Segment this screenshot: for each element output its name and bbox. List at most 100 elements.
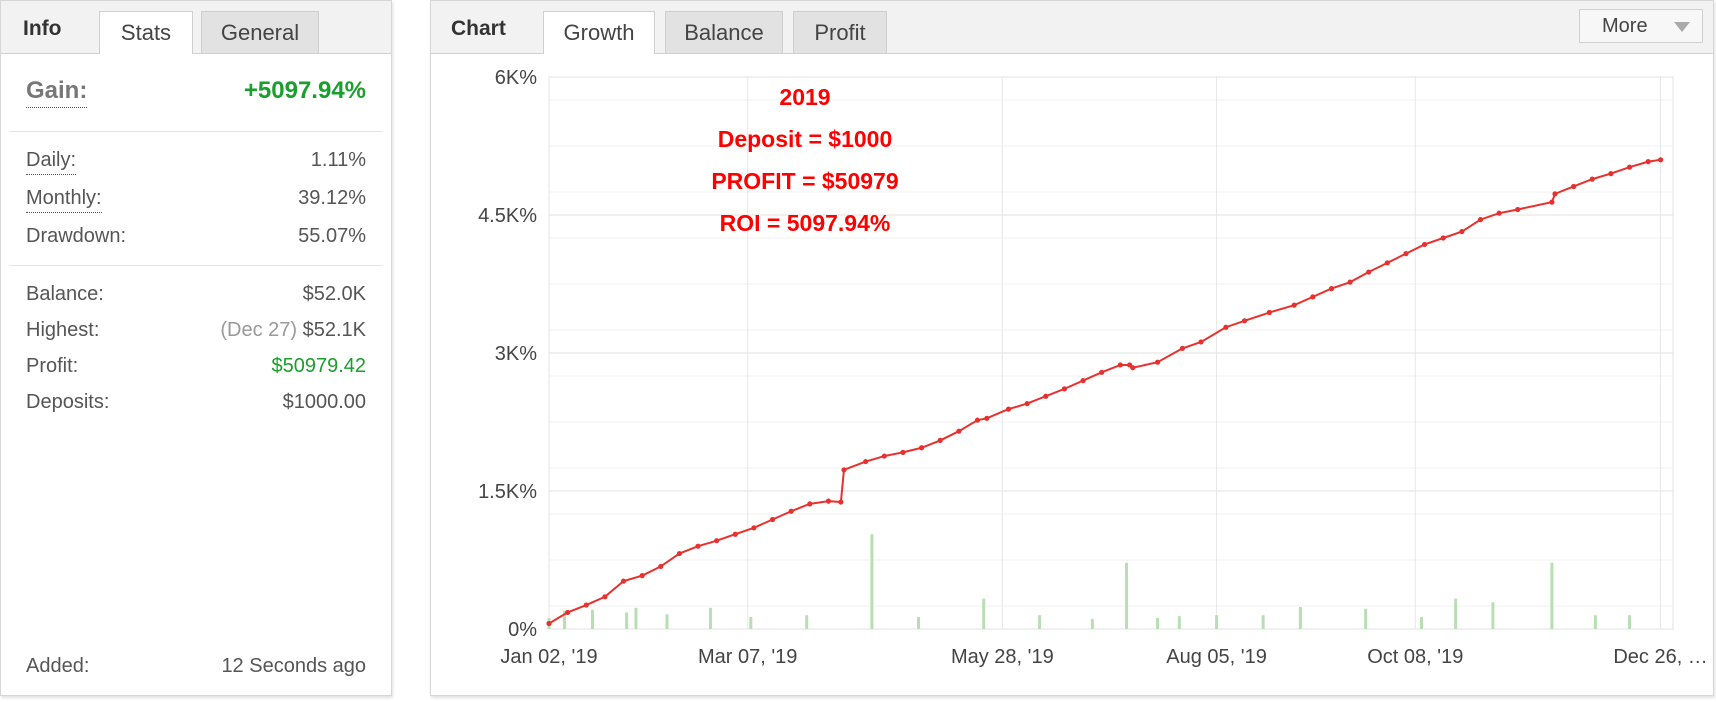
growth-point <box>788 508 794 514</box>
tab-stats[interactable]: Stats <box>99 11 193 54</box>
chart-panel: Chart Growth Balance Profit More 6K% 4.5K… <box>430 0 1714 696</box>
growth-point <box>658 563 664 570</box>
growth-bar <box>805 615 809 629</box>
x-tick-label: Oct 08, '19 <box>1367 646 1463 668</box>
growth-bar <box>1177 616 1181 629</box>
growth-bar <box>1550 562 1554 629</box>
growth-point <box>1198 339 1204 345</box>
y-tick-label: 1.5K% <box>478 481 537 503</box>
added-value: 12 Seconds ago <box>221 655 366 677</box>
growth-point <box>1328 286 1335 292</box>
growth-bar <box>625 612 629 629</box>
growth-bar <box>1298 606 1302 629</box>
growth-point <box>1366 269 1372 275</box>
growth-bar <box>590 609 594 629</box>
balance-value: $52.0K <box>302 283 366 305</box>
growth-point <box>825 498 832 504</box>
growth-point <box>583 602 589 608</box>
growth-point <box>639 573 645 579</box>
monthly-label[interactable]: Monthly: <box>26 187 102 213</box>
growth-point <box>1117 362 1123 368</box>
highest-label: Highest: <box>26 319 100 341</box>
growth-point <box>714 538 720 544</box>
growth-bar <box>634 607 638 629</box>
growth-point <box>1552 191 1558 197</box>
growth-point <box>546 620 552 627</box>
y-tick-label: 6K% <box>495 67 537 89</box>
profit-value: $50979.42 <box>271 355 366 377</box>
growth-point <box>937 437 943 443</box>
growth-point <box>1384 260 1390 266</box>
info-tabbar: Info Stats General <box>1 1 391 54</box>
growth-bar <box>1215 615 1219 629</box>
drawdown-label: Drawdown: <box>26 225 127 247</box>
chart-annotation: Deposit = $1000 <box>718 126 893 152</box>
growth-bar <box>1261 615 1265 629</box>
tab-general[interactable]: General <box>201 11 319 53</box>
growth-point <box>863 458 869 465</box>
growth-point <box>807 501 813 507</box>
growth-bar <box>1156 617 1160 629</box>
growth-bar <box>916 617 920 629</box>
growth-point <box>881 453 887 459</box>
growth-point <box>974 417 981 423</box>
x-tick-label: Jan 02, '19 <box>500 646 597 668</box>
growth-point <box>1440 235 1446 241</box>
tab-profit[interactable]: Profit <box>793 11 887 53</box>
divider <box>9 131 383 132</box>
daily-value: 1.11% <box>310 149 366 171</box>
x-tick-label: Aug 05, '19 <box>1166 646 1267 668</box>
growth-point <box>1291 302 1297 308</box>
growth-point <box>1005 406 1012 412</box>
growth-bar <box>1364 608 1368 629</box>
tab-balance[interactable]: Balance <box>665 11 783 53</box>
chart-annotation: PROFIT = $50979 <box>711 168 898 194</box>
info-panel-title: Info <box>23 17 62 40</box>
tab-growth[interactable]: Growth <box>543 11 655 54</box>
growth-bar <box>1125 562 1129 629</box>
y-tick-label: 0% <box>508 619 537 641</box>
growth-bar <box>870 534 874 629</box>
growth-point <box>1459 228 1465 235</box>
growth-point <box>1241 318 1248 324</box>
growth-bar <box>665 614 669 629</box>
growth-point <box>1645 159 1651 165</box>
growth-point <box>1347 279 1353 285</box>
growth-point <box>956 428 962 434</box>
growth-point <box>1422 241 1428 248</box>
growth-bar <box>1038 615 1042 629</box>
daily-label[interactable]: Daily: <box>26 149 77 175</box>
drawdown-value: 55.07% <box>298 225 366 247</box>
gain-value: +5097.94% <box>243 77 366 104</box>
chart-panel-title: Chart <box>451 17 506 40</box>
highest-value: $52.1K <box>302 319 366 341</box>
x-tick-label: May 28, '19 <box>951 646 1054 668</box>
growth-chart: 6K% 4.5K% 3K% 1.5K% 0% Jan 02, '19 Mar 07, '19… <box>478 67 1708 668</box>
growth-point <box>769 516 776 523</box>
growth-point <box>751 525 757 531</box>
growth-bar <box>1090 618 1094 629</box>
chart-tabbar: Chart Growth Balance Profit More <box>431 1 1713 54</box>
more-dropdown[interactable]: More <box>1579 9 1703 43</box>
growth-point <box>838 499 844 505</box>
growth-point <box>602 594 608 600</box>
x-tick-label: Dec 26, … <box>1613 646 1707 668</box>
growth-point <box>1310 294 1316 300</box>
growth-bar <box>708 607 712 629</box>
dropdown-caret-icon <box>1674 22 1690 32</box>
growth-point <box>918 445 925 451</box>
deposits-label: Deposits: <box>26 391 110 413</box>
growth-point <box>1657 157 1664 163</box>
growth-point <box>1515 206 1521 213</box>
growth-point <box>1179 345 1186 351</box>
growth-bar <box>1419 617 1423 629</box>
growth-point <box>1266 309 1272 316</box>
growth-bar <box>1628 615 1632 629</box>
growth-bar <box>1491 602 1495 629</box>
gain-label[interactable]: Gain: <box>26 77 88 108</box>
growth-bar <box>563 610 567 629</box>
growth-bar <box>749 617 753 629</box>
growth-bar <box>1593 615 1597 629</box>
growth-point <box>1589 176 1595 182</box>
info-panel: Info Stats General Gain: +5097.94% Daily… <box>0 0 392 696</box>
